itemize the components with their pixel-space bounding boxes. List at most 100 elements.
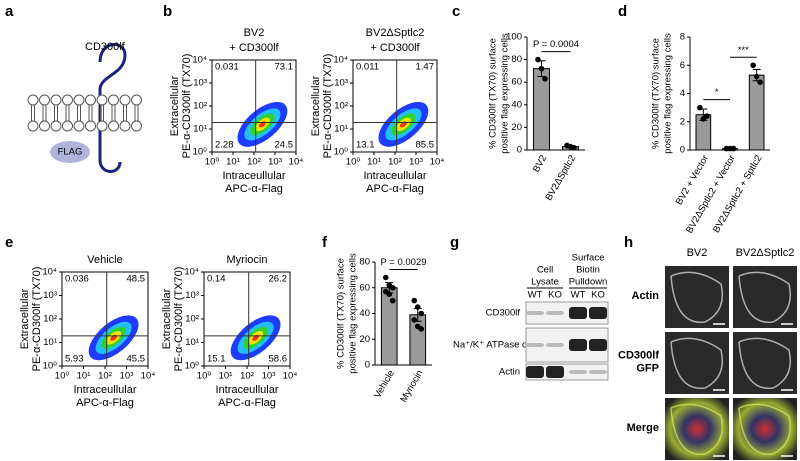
panel-label: d [618,3,627,20]
data-point [730,145,737,152]
quadrant-value: 2.28 [215,140,234,151]
y-tick-label: 10² [334,101,348,112]
y-tick-label: 10² [185,314,199,325]
x-axis-label: Intraceullular [364,170,427,182]
significance-label: P = 0.0029 [380,257,426,268]
y-axis-label: PE-α-CD300lf (TX70) [181,54,193,159]
data-point [750,62,756,69]
x-tick-label: 10⁰ [197,371,212,382]
row-label: GFP [636,362,659,374]
micrograph [733,332,797,394]
y-tick-label: 0 [517,145,522,156]
quadrant-value: 85.5 [416,140,435,151]
micrograph [665,332,729,394]
y-tick-label: 80 [359,257,370,268]
x-tick-label: Myriocin [398,368,425,404]
x-tick-label: 10² [388,157,402,168]
cell-outline [670,271,723,323]
y-tick-label: 40 [511,99,522,110]
y-tick-label: 20 [359,334,370,345]
y-tick-label: 10⁴ [42,267,57,278]
row-label: Na⁺/K⁺ ATPase α1 [453,340,533,351]
data-point [753,73,760,80]
blot-band [589,307,607,319]
y-tick-label: 60 [511,77,522,88]
y-tick-label: 10⁴ [184,267,199,278]
x-axis-label: APC-α-Flag [76,397,134,409]
blot-band [589,339,607,351]
micrograph [733,398,797,460]
x-tick-label: 10⁰ [55,371,70,382]
x-tick-label: 10⁰ [205,157,220,168]
x-tick-label: 10⁴ [289,157,304,168]
row-label: CD300lf [486,308,521,319]
x-tick-label: 10¹ [367,157,381,168]
blot-band [569,307,587,319]
blot-band [526,343,544,347]
plot-title: Myriocin [227,254,268,266]
micrograph [665,398,729,460]
lipid-head [39,120,50,132]
blot-band [546,366,564,378]
cell-outline [738,403,791,455]
y-tick-label: 2 [680,116,685,127]
lipid-head [27,120,39,132]
y-tick-label: 10⁰ [43,361,58,372]
data-point [389,297,396,304]
lane-label: WT [528,290,543,301]
x-tick-label: 10¹ [226,157,240,168]
y-axis-label: Extracellular [169,75,181,136]
quadrant-value: 24.5 [275,140,294,151]
lipid-head [108,94,119,106]
x-tick-label: 10¹ [77,371,91,382]
lipid-head [50,94,62,106]
y-tick-label: 8 [680,32,685,43]
lipid-head [62,94,73,106]
y-tick-label: 0 [680,145,685,156]
cell-outline [670,337,723,389]
panel-label: h [624,234,633,251]
y-axis-label: % CD300lf (TX70) surface [651,38,662,149]
tag-label: FLAG [58,147,83,158]
plot-title: BV2 [244,27,265,39]
column-label: BV2 [687,247,708,259]
lipid-head [96,120,108,132]
lipid-head [85,94,96,106]
y-axis-label: PE-α-CD300lf (TX70) [322,54,334,159]
lipid-head [119,120,131,132]
lipid-bilayer [27,94,142,132]
plot-title: + CD300lf [229,42,279,54]
lipid-head [50,120,62,132]
y-axis-label: PE-α-CD300lf (TX70) [31,267,43,372]
y-tick-label: 20 [511,122,522,133]
x-tick-label: 10⁴ [430,157,445,168]
y-tick-label: 10¹ [185,337,199,348]
x-tick-label: 10³ [409,157,423,168]
group-label: Cell [537,265,553,276]
x-tick-label: 10⁴ [283,371,298,382]
data-point [704,113,710,119]
lipid-head [85,120,96,132]
lane-label: KO [548,290,562,301]
y-axis-label: Extracellular [19,288,31,349]
quadrant-value: 0.036 [65,274,89,285]
y-tick-label: 10⁰ [193,147,208,158]
x-axis-label: Intraceullular [74,384,137,396]
panel-label: c [452,3,460,20]
x-axis-label: APC-α-Flag [225,183,283,195]
y-tick-label: 10⁴ [192,55,207,66]
lane-label: KO [591,290,605,301]
panel-label: f [322,234,328,251]
quadrant-value: 45.5 [127,354,146,365]
quadrant-value: 15.1 [207,354,226,365]
row-label: Merge [627,422,659,434]
x-tick-label: 10² [240,371,254,382]
blot-band [526,311,544,315]
significance-label: * [715,87,719,98]
data-point [571,144,577,151]
y-axis-label: positive flag expressing cells [500,33,511,154]
group-label: Surface [572,253,605,264]
x-axis-label: APC-α-Flag [366,183,424,195]
data-point [757,79,763,85]
